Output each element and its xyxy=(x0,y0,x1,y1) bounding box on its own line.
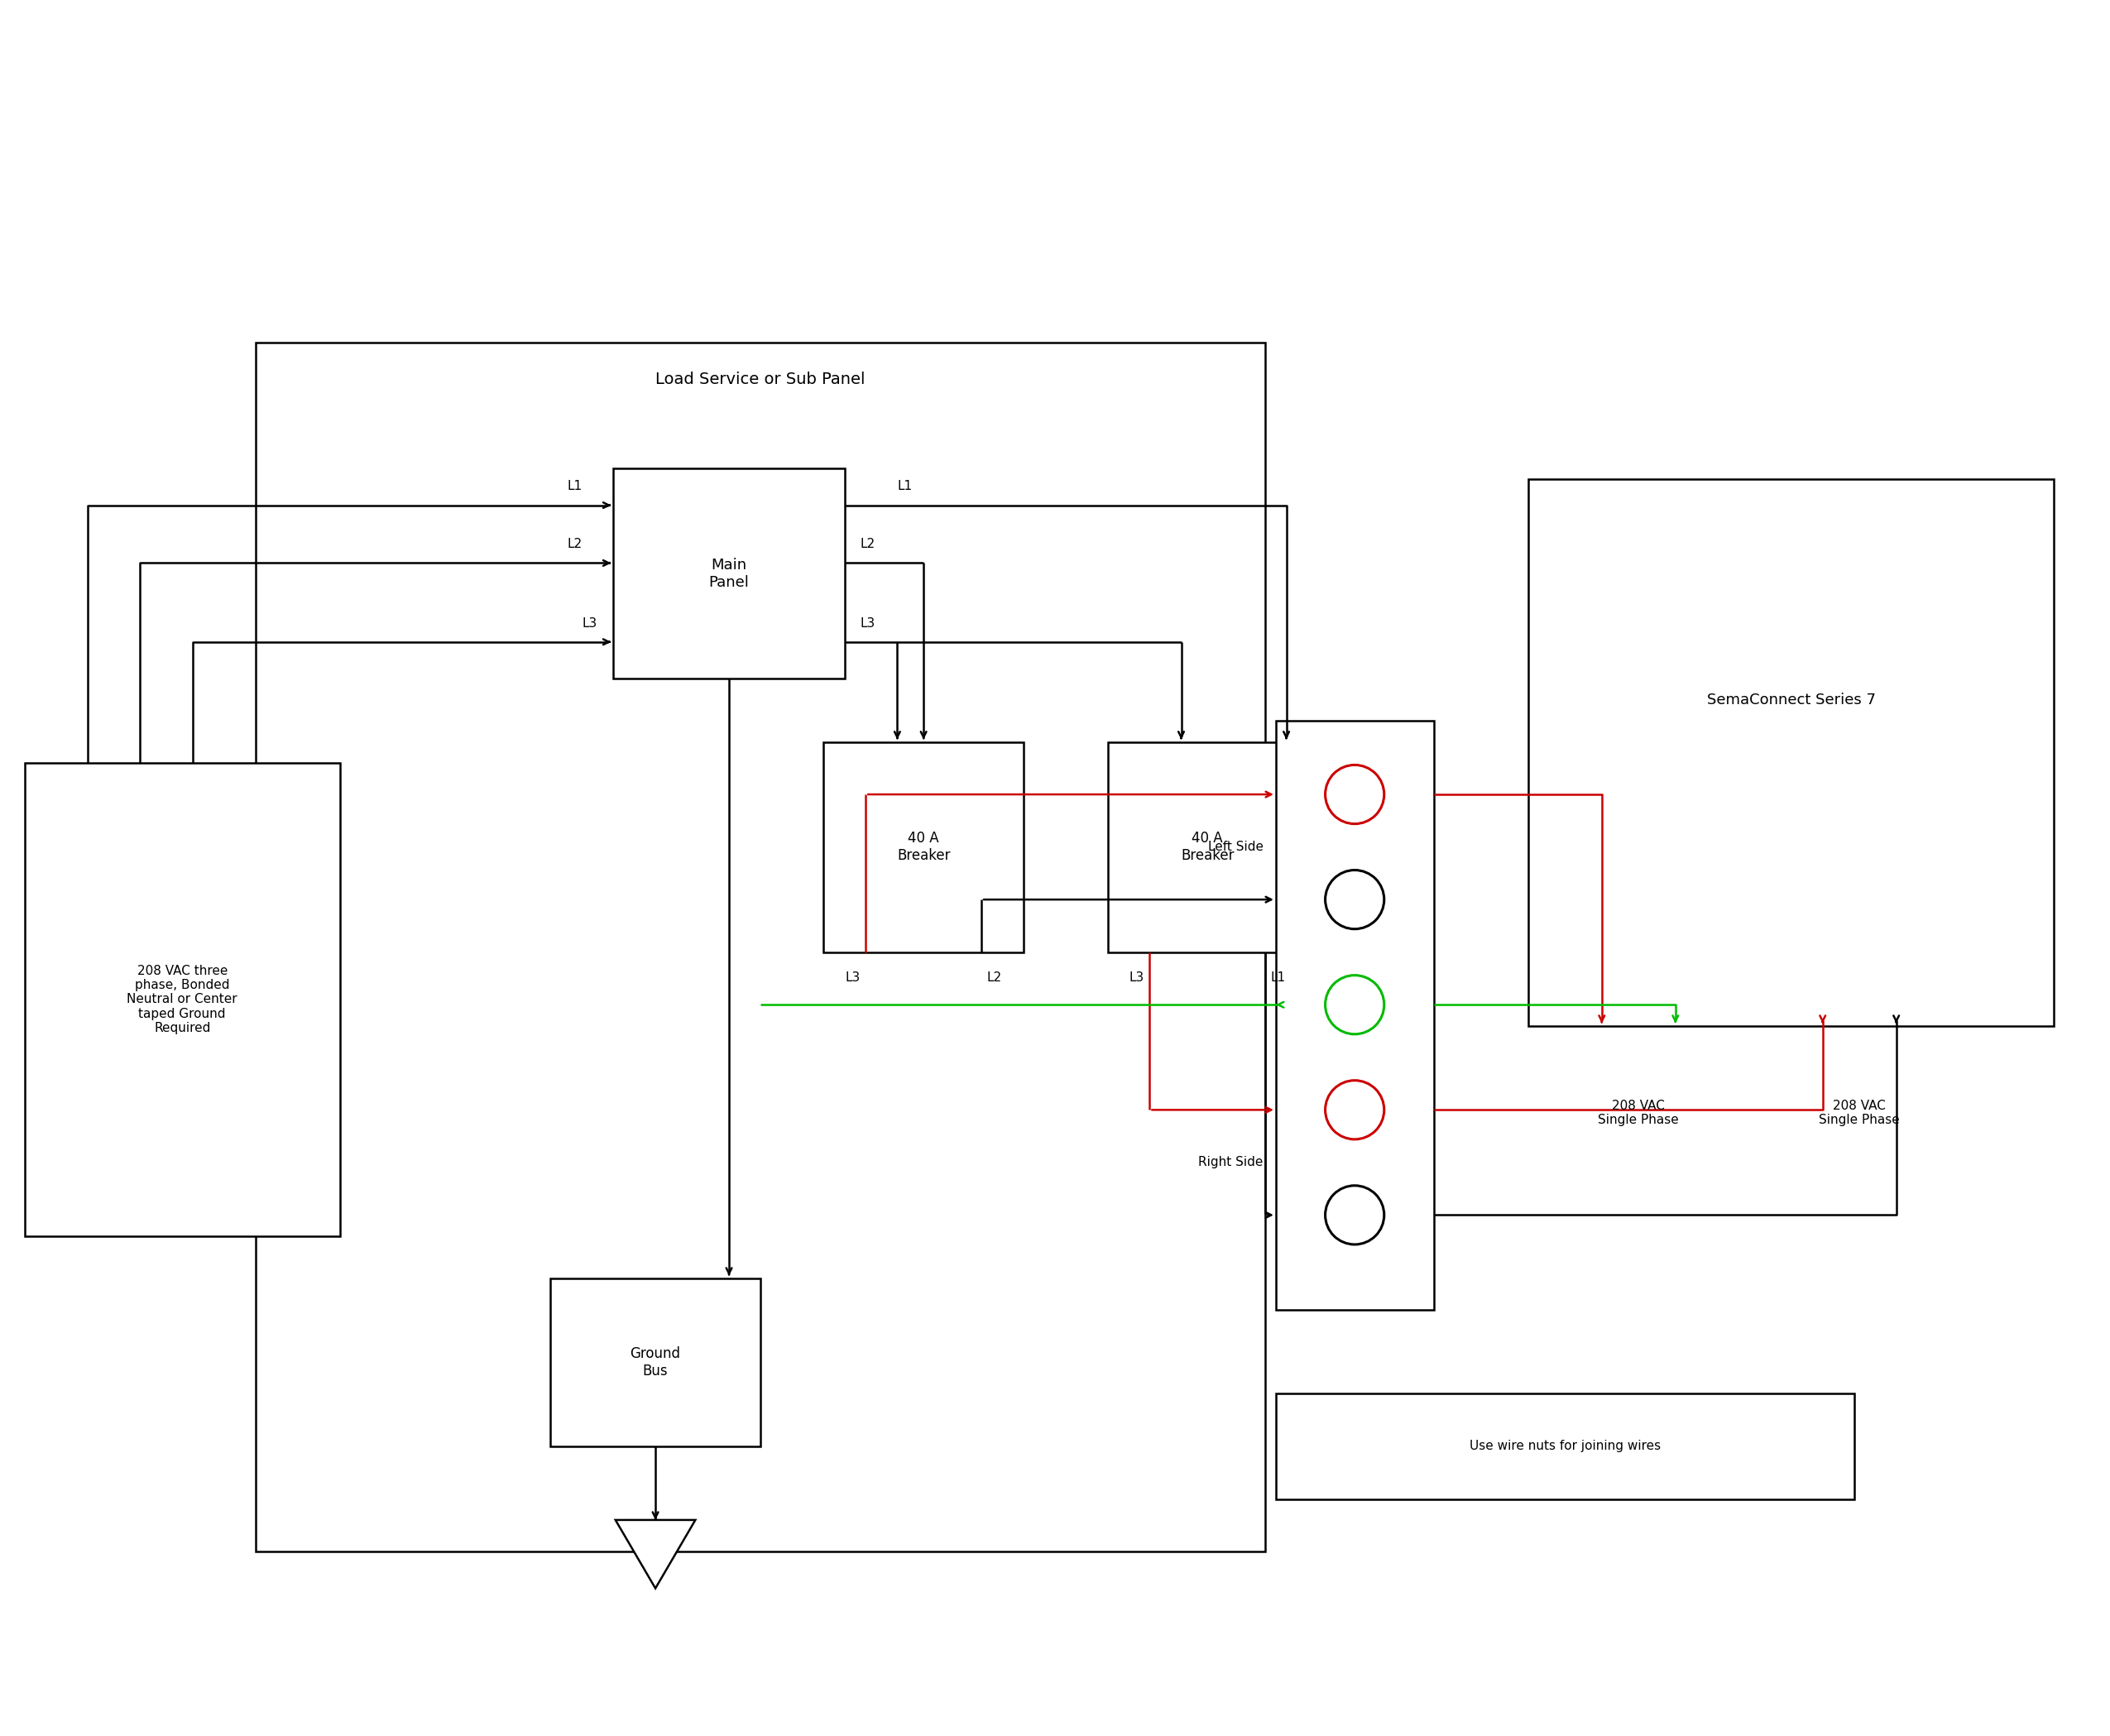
Text: Load Service or Sub Panel: Load Service or Sub Panel xyxy=(656,372,865,387)
Text: Ground
Bus: Ground Bus xyxy=(631,1345,682,1378)
Text: 208 VAC
Single Phase: 208 VAC Single Phase xyxy=(1597,1099,1680,1127)
Text: L2: L2 xyxy=(987,970,1002,984)
Circle shape xyxy=(1325,1080,1384,1139)
Bar xyxy=(614,469,844,679)
Text: L3: L3 xyxy=(846,970,861,984)
Bar xyxy=(823,741,1023,951)
Text: L1: L1 xyxy=(1270,970,1285,984)
Bar xyxy=(255,342,1266,1552)
Bar xyxy=(1277,720,1433,1309)
Polygon shape xyxy=(616,1521,696,1588)
Text: 40 A
Breaker: 40 A Breaker xyxy=(897,832,949,863)
Circle shape xyxy=(1325,870,1384,929)
Text: Main
Panel: Main Panel xyxy=(709,557,749,590)
Bar xyxy=(1528,479,2053,1026)
Text: L3: L3 xyxy=(582,616,597,628)
Text: SemaConnect Series 7: SemaConnect Series 7 xyxy=(1707,693,1876,707)
Bar xyxy=(1277,1394,1855,1498)
Circle shape xyxy=(1325,766,1384,825)
Bar xyxy=(551,1278,760,1446)
Circle shape xyxy=(1325,976,1384,1035)
Text: 40 A
Breaker: 40 A Breaker xyxy=(1182,832,1234,863)
Text: L3: L3 xyxy=(861,616,876,628)
Text: Use wire nuts for joining wires: Use wire nuts for joining wires xyxy=(1469,1441,1661,1453)
Text: 208 VAC three
phase, Bonded
Neutral or Center
taped Ground
Required: 208 VAC three phase, Bonded Neutral or C… xyxy=(127,965,238,1035)
Text: L2: L2 xyxy=(568,538,582,550)
Text: Right Side: Right Side xyxy=(1198,1156,1264,1168)
Text: L1: L1 xyxy=(568,481,582,493)
Text: 208 VAC
Single Phase: 208 VAC Single Phase xyxy=(1819,1099,1899,1127)
Bar xyxy=(1108,741,1308,951)
Text: L3: L3 xyxy=(1129,970,1144,984)
Text: Left Side: Left Side xyxy=(1207,840,1264,852)
Text: L2: L2 xyxy=(861,538,876,550)
Circle shape xyxy=(1325,1186,1384,1245)
Text: L1: L1 xyxy=(897,481,912,493)
Bar xyxy=(25,762,340,1236)
